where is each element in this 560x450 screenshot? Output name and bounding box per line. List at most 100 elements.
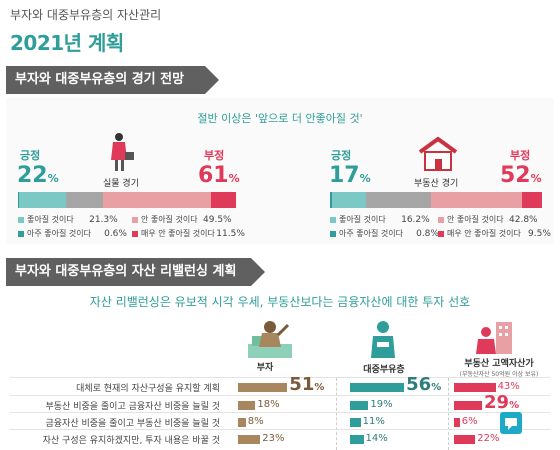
legend-label: 좋아질 것이다 [27, 215, 74, 224]
rebalance-bar [238, 435, 261, 444]
row-separator [10, 412, 550, 413]
bar-segment [431, 192, 522, 208]
positive-total: 17% [329, 163, 371, 188]
positive-label: 긍정 [20, 149, 41, 162]
value-unit: % [431, 382, 442, 393]
positive-total: 22% [17, 163, 59, 188]
page-title: 2021년 계획 [10, 31, 124, 55]
rebalance-value-label: 18% [257, 399, 280, 410]
section1-header: 부자와 대중부유층의 경기 전망 [6, 66, 219, 94]
bar-segment [521, 192, 542, 208]
legend-label: 안 좋아질 것이다 [447, 215, 504, 224]
legend-label: 매우 안 좋아질 것이다 [447, 229, 521, 238]
rebalance-bar [454, 383, 496, 392]
center-label: 부동산 경기 [414, 179, 459, 189]
rebalance-value-label: 14% [365, 433, 388, 444]
row-separator [10, 429, 550, 430]
row-label: 대체로 현재의 자산구성을 유지할 계획 [76, 384, 220, 394]
positive-total-unit: % [359, 172, 371, 185]
row-label: 자산 구성은 유지하겠지만, 투자 내용은 바꿀 것 [42, 436, 220, 446]
bar-segment [102, 192, 211, 208]
rebalance-value-label: 22% [477, 433, 500, 444]
chat-bubble-glyph [505, 418, 517, 430]
bar-segment [18, 192, 20, 208]
legend-swatch [18, 216, 24, 223]
legend-swatch [438, 216, 444, 223]
negative-label: 부정 [204, 149, 225, 162]
series-label-rich: 부자 [256, 363, 274, 373]
section2-header: 부자와 대중부유층의 자산 리밸런싱 계획 [6, 258, 265, 286]
rebalance-value-label: 23% [262, 433, 285, 444]
column-divider [336, 378, 337, 450]
legend-swatch [132, 230, 138, 237]
stacked-bar [18, 192, 236, 208]
bar-segment [330, 192, 332, 208]
rebalance-value-label: 19% [370, 399, 393, 410]
legend-label: 안 좋아질 것이다 [141, 215, 198, 224]
chat-icon[interactable] [500, 412, 522, 434]
rebalance-bar [454, 435, 476, 444]
series-sublabel-real-estate: (부동산자산 50억원 이상 보유) [459, 371, 539, 378]
rebalance-bar [350, 401, 369, 410]
legend-value: 0.8% [416, 229, 439, 239]
legend-swatch [132, 216, 138, 223]
row-label: 부동산 비중을 줄이고 금융자산 비중을 늘릴 것 [45, 402, 221, 412]
rebalance-bar [350, 383, 405, 392]
legend-value: 9.5% [528, 229, 551, 239]
series-label-real-estate: 부동산 고액자산가 [464, 359, 534, 369]
positive-total-value: 17 [329, 163, 360, 188]
legend-value: 16.2% [401, 215, 430, 225]
negative-total-unit: % [530, 172, 542, 185]
legend-value: 11.5% [216, 229, 245, 239]
legend-item: 좋아질 것이다 16.2% [330, 214, 430, 225]
bar-segment [65, 192, 103, 208]
page-supertitle: 부자와 대중부유층의 자산관리 [10, 8, 162, 22]
real-estate-investor-icon [476, 322, 512, 354]
rebalance-value-label: 51% [289, 374, 324, 395]
rebalance-value-label: 29% [484, 392, 519, 413]
negative-total: 52% [500, 163, 542, 188]
legend-item: 매우 안 좋아질 것이다11.5% [132, 228, 245, 239]
positive-total-unit: % [47, 172, 59, 185]
legend-item: 아주 좋아질 것이다 0.8% [330, 228, 439, 239]
legend-swatch [330, 216, 336, 223]
stacked-bar [330, 192, 542, 208]
value-unit: % [509, 400, 520, 411]
rebalance-value-label: 43% [497, 381, 520, 392]
legend-item: 매우 안 좋아질 것이다 9.5% [438, 228, 551, 239]
house-icon [418, 136, 458, 171]
column-divider [448, 378, 449, 450]
legend-value: 49.5% [203, 215, 232, 225]
rebalance-value-label: 56% [406, 374, 441, 395]
legend-value: 42.8% [509, 215, 538, 225]
rebalance-value-label: 11% [362, 416, 385, 427]
rebalance-bar [238, 418, 246, 427]
legend-item: 좋아질 것이다 21.3% [18, 214, 118, 225]
legend-label: 아주 좋아질 것이다 [339, 229, 403, 238]
legend-swatch [18, 230, 24, 237]
rebalance-bar [454, 418, 460, 427]
mass-affluent-icon [371, 321, 395, 358]
legend-item: 아주 좋아질 것이다 0.6% [18, 228, 127, 239]
legend-swatch [438, 230, 444, 237]
legend-label: 매우 안 좋아질 것이다 [141, 229, 215, 238]
row-separator [10, 377, 550, 378]
value-unit: % [314, 382, 325, 393]
economy-outlook-panel [6, 98, 554, 244]
rebalance-bar [454, 401, 483, 410]
legend-label: 아주 좋아질 것이다 [27, 229, 91, 238]
legend-label: 좋아질 것이다 [339, 215, 386, 224]
positive-total-value: 22 [17, 163, 48, 188]
series-label-mass-affluent: 대중부유층 [363, 365, 405, 375]
negative-total-value: 61 [198, 163, 229, 188]
negative-total-value: 52 [500, 163, 531, 188]
value-number: 29 [484, 392, 510, 413]
positive-label: 긍정 [331, 149, 352, 162]
legend-value: 0.6% [104, 229, 127, 239]
row-label: 금융자산 비중을 줄이고 부동산 비중을 늘릴 것 [45, 419, 221, 429]
bar-segment [366, 192, 432, 208]
section1-subtitle: 절반 이상은 '앞으로 더 안좋아질 것' [197, 112, 363, 125]
rebalance-bar [238, 401, 256, 410]
rebalance-bar [238, 383, 288, 392]
legend-swatch [330, 230, 336, 237]
